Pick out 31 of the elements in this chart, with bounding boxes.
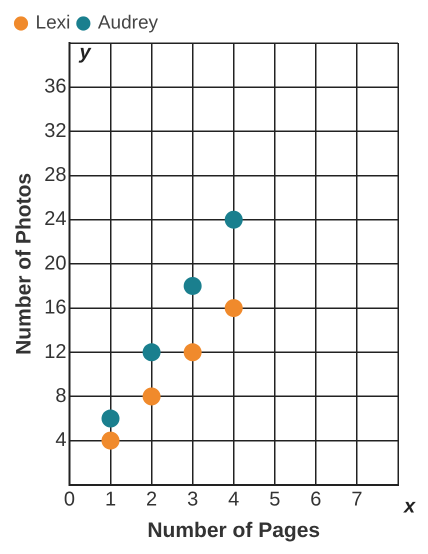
y-axis-title: Number of Photos — [12, 172, 36, 355]
y-tick-label: 16 — [44, 296, 66, 319]
legend-label: Audrey — [98, 12, 159, 34]
y-tick-label: 24 — [44, 208, 66, 230]
point — [142, 343, 161, 362]
x-tick-label: 6 — [310, 488, 322, 510]
y-tick-label: 36 — [44, 76, 66, 98]
point — [102, 410, 120, 428]
point — [224, 299, 243, 318]
point — [184, 343, 202, 362]
point — [224, 210, 243, 229]
x-tick-label: 4 — [228, 488, 240, 510]
x-tick-label: 2 — [146, 488, 158, 510]
y-tick-label: 12 — [44, 340, 66, 363]
x-tick-label: 7 — [351, 488, 362, 510]
y-tick-label: 32 — [44, 120, 66, 142]
point — [142, 387, 161, 406]
annotation: y — [78, 42, 92, 64]
x-tick-label: 0 — [64, 488, 76, 510]
x-tick-label: 5 — [269, 488, 280, 510]
point — [184, 276, 202, 295]
y-tick-label: 28 — [44, 164, 66, 186]
point — [102, 432, 120, 450]
x-axis-title: Number of Pages — [147, 519, 320, 542]
y-tick-label: 4 — [55, 429, 66, 452]
text: x — [403, 495, 416, 518]
y-tick-label: 8 — [55, 384, 66, 407]
legend-label: Lexi — [36, 12, 70, 34]
y-tick-label: 20 — [44, 252, 66, 274]
x-tick-label: 1 — [104, 488, 116, 510]
x-tick-label: 3 — [187, 488, 198, 510]
